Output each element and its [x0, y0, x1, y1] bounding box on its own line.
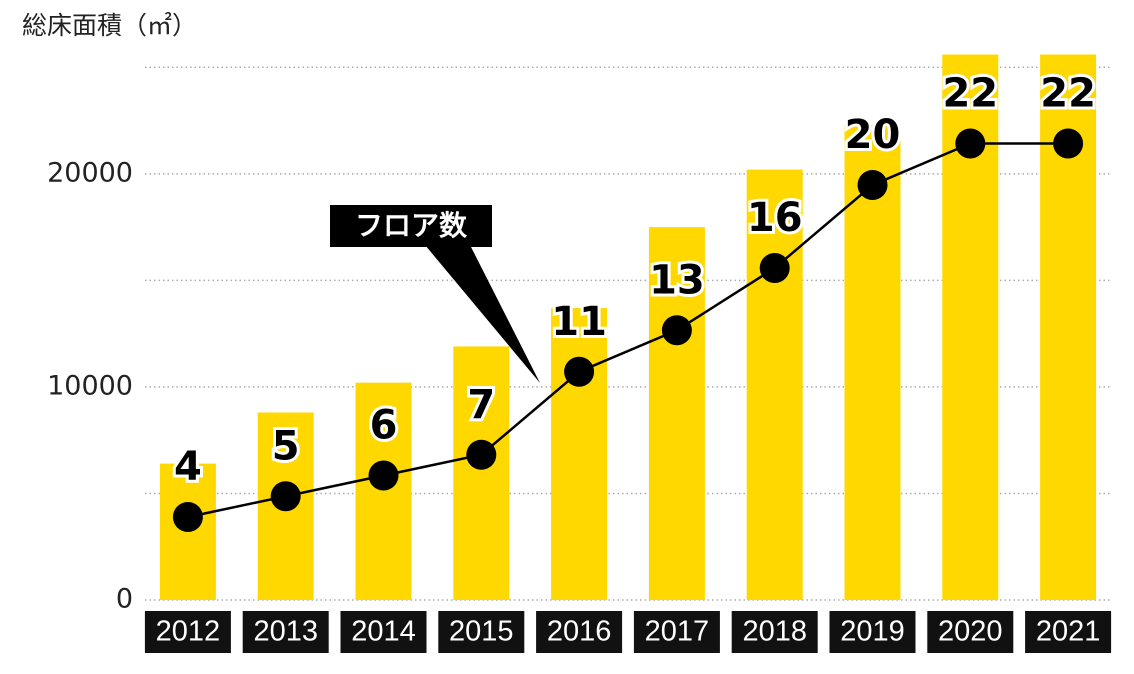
- x-tick-label: 2012: [156, 616, 221, 648]
- x-tick-box: [340, 611, 427, 653]
- line-point: [661, 315, 692, 346]
- x-tick-box: [731, 611, 818, 653]
- line-point: [270, 481, 301, 512]
- bar: [746, 169, 803, 601]
- bar: [355, 382, 412, 600]
- data-label: 13: [649, 257, 705, 303]
- x-tick-label: 2018: [742, 616, 807, 648]
- bar: [844, 124, 901, 600]
- x-tick-box: [438, 611, 525, 653]
- x-tick-box: [829, 611, 916, 653]
- line-point: [368, 460, 399, 491]
- x-tick-label: 2015: [449, 616, 514, 648]
- x-tick-label: 2019: [840, 616, 905, 648]
- line-point: [1053, 128, 1084, 159]
- data-label: 4: [174, 444, 202, 490]
- x-tick-label: 2020: [938, 616, 1003, 648]
- line: [187, 142, 1069, 519]
- line-point: [759, 253, 790, 284]
- x-tick-box: [242, 611, 329, 653]
- x-tick-box: [927, 611, 1014, 653]
- data-label: 7: [467, 382, 495, 428]
- callout-pointer: [425, 245, 540, 383]
- x-tick-label: 2013: [253, 616, 318, 648]
- line-point: [466, 439, 497, 470]
- data-label: 16: [747, 195, 803, 241]
- legend-label: フロア数: [355, 209, 468, 242]
- y-tick-label: 0: [116, 584, 133, 615]
- line-point: [172, 502, 203, 533]
- line-point: [564, 356, 595, 387]
- x-tick-label: 2021: [1036, 616, 1101, 648]
- data-label: 6: [370, 403, 398, 449]
- bar: [551, 308, 608, 600]
- data-label: 22: [1040, 71, 1096, 117]
- x-tick-box: [144, 611, 231, 653]
- line-point: [955, 128, 986, 159]
- x-tick-label: 2016: [547, 616, 612, 648]
- data-label: 5: [272, 423, 300, 469]
- y-tick-label: 20000: [47, 157, 133, 188]
- x-tick-label: 2017: [645, 616, 710, 648]
- data-label: 22: [942, 71, 998, 117]
- callout-box: [330, 205, 492, 247]
- bar: [648, 227, 705, 600]
- bar: [453, 346, 510, 600]
- line-point: [857, 170, 888, 201]
- data-label: 20: [845, 112, 901, 158]
- x-tick-label: 2014: [351, 616, 416, 648]
- x-tick-box: [633, 611, 720, 653]
- data-label: 11: [551, 299, 607, 345]
- y-tick-label: 10000: [47, 370, 133, 401]
- x-tick-box: [1025, 611, 1112, 653]
- chart-title: 総床面積（㎡）: [22, 11, 197, 40]
- x-tick-box: [536, 611, 623, 653]
